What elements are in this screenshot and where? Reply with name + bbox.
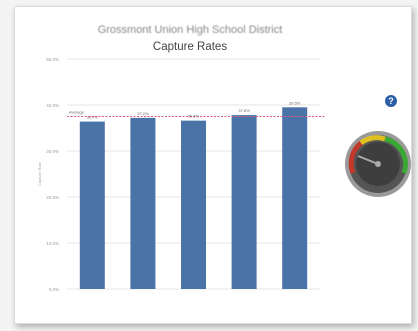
y-axis-title: Capture Rate (37, 161, 42, 186)
chart-title: Capture Rates (152, 41, 228, 53)
help-icon[interactable]: ? (385, 95, 397, 107)
bar (181, 120, 206, 289)
bar (130, 117, 156, 289)
chart-card: Grossmont Union High School District Cap… (14, 6, 412, 324)
bar (79, 121, 105, 289)
y-tick-label: 10.0% (46, 241, 59, 246)
bar (231, 115, 257, 290)
bar-data-label: 37.2% (137, 111, 149, 116)
gauge-icon (345, 131, 411, 197)
y-tick-label: 30.0% (46, 149, 59, 154)
bar-data-label: 39.5% (289, 100, 301, 105)
bar-chart: 0.0% 10.0% 20.0% 30.0% 40.0% 50.0% Capture Rat… (37, 57, 325, 292)
bar-data-label: 36.4% (87, 115, 99, 120)
bar-data-label: 37.8% (238, 108, 250, 113)
y-tick-label: 0.0% (49, 287, 59, 292)
chart-title-district: Grossmont Union High School District (97, 24, 283, 36)
y-tick-label: 40.0% (46, 103, 59, 108)
y-tick-label: 50.0% (46, 57, 59, 62)
bar (282, 107, 308, 289)
y-tick-label: 20.0% (46, 195, 59, 200)
average-reference-label: Average (69, 110, 85, 115)
